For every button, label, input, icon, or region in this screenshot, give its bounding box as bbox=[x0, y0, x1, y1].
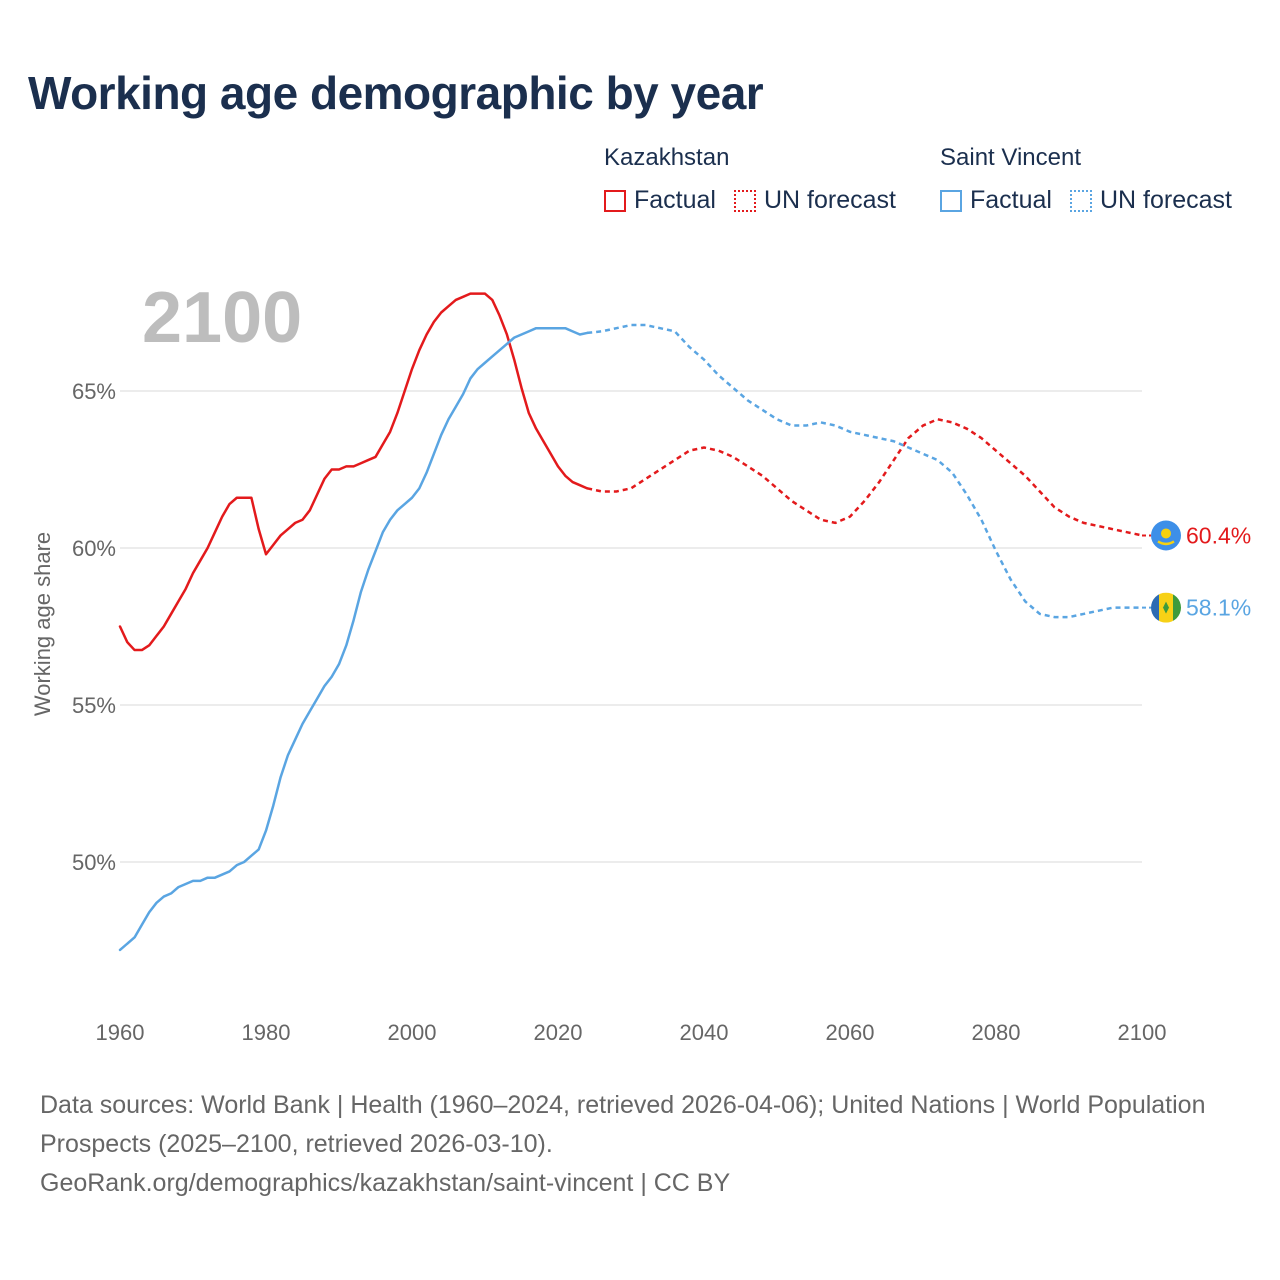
footer: Data sources: World Bank | Health (1960–… bbox=[40, 1086, 1220, 1203]
legend-kazakhstan-forecast[interactable]: UN forecast bbox=[733, 186, 896, 215]
legend-kazakhstan-factual[interactable]: Factual bbox=[604, 186, 716, 215]
dotted-line-swatch-icon bbox=[1069, 189, 1092, 212]
y-tick-label: 65% bbox=[72, 379, 116, 404]
footer-url[interactable]: GeoRank.org/demographics/kazakhstan/sain… bbox=[40, 1169, 731, 1197]
solid-line-swatch-icon bbox=[604, 189, 626, 212]
y-axis-label: Working age share bbox=[30, 532, 55, 716]
y-tick-label: 55% bbox=[72, 693, 116, 718]
end-value-label-kazakhstan: 60.4% bbox=[1186, 522, 1251, 548]
x-tick-label: 1960 bbox=[96, 1020, 145, 1045]
x-tick-label: 2000 bbox=[388, 1020, 437, 1045]
solid-line-swatch-icon bbox=[940, 189, 962, 212]
x-tick-label: 2020 bbox=[534, 1020, 583, 1045]
series-line-saint_vincent-factual[interactable] bbox=[118, 326, 589, 952]
footer-sources: Data sources: World Bank | Health (1960–… bbox=[40, 1091, 1206, 1158]
chart-title: Working age demographic by year bbox=[28, 67, 764, 119]
grid-lines bbox=[120, 390, 1142, 863]
saint-vincent-flag-icon bbox=[1151, 592, 1181, 623]
legend-saint-vincent: Saint Vincent Factual UN forecast bbox=[940, 144, 1232, 215]
x-tick-label: 2100 bbox=[1118, 1020, 1167, 1045]
year-watermark: 2100 bbox=[142, 278, 302, 358]
legend-country-kazakhstan: Kazakhstan bbox=[604, 144, 730, 171]
end-value-label-saint_vincent: 58.1% bbox=[1186, 595, 1251, 621]
legend-label: UN forecast bbox=[763, 186, 896, 214]
y-axis-ticks: 50% 55% 60% 65% bbox=[72, 379, 116, 875]
y-tick-label: 60% bbox=[72, 536, 116, 561]
legend-label: Factual bbox=[634, 186, 716, 214]
series-line-kazakhstan-forecast[interactable] bbox=[586, 418, 1143, 537]
legend-label: UN forecast bbox=[1099, 186, 1232, 214]
x-tick-label: 2060 bbox=[826, 1020, 875, 1045]
y-tick-label: 50% bbox=[72, 850, 116, 875]
series-layer bbox=[118, 292, 1143, 952]
legend-saint-vincent-forecast[interactable]: UN forecast bbox=[1069, 186, 1232, 215]
end-markers: 60.4% 58.1% bbox=[1142, 520, 1251, 623]
legend-saint-vincent-factual[interactable]: Factual bbox=[940, 186, 1052, 215]
series-line-saint_vincent-forecast[interactable] bbox=[587, 323, 1142, 619]
dotted-line-swatch-icon bbox=[733, 189, 756, 212]
legend-kazakhstan: Kazakhstan Factual UN forecast bbox=[604, 144, 896, 215]
x-tick-label: 1980 bbox=[242, 1020, 291, 1045]
x-axis-ticks: 1960 1980 2000 2020 2040 2060 2080 2100 bbox=[96, 1020, 1167, 1045]
legend-country-saint-vincent: Saint Vincent bbox=[940, 144, 1081, 171]
legend-label: Factual bbox=[970, 186, 1052, 214]
x-tick-label: 2080 bbox=[972, 1020, 1021, 1045]
x-tick-label: 2040 bbox=[680, 1020, 729, 1045]
kazakhstan-flag-icon bbox=[1151, 520, 1181, 551]
